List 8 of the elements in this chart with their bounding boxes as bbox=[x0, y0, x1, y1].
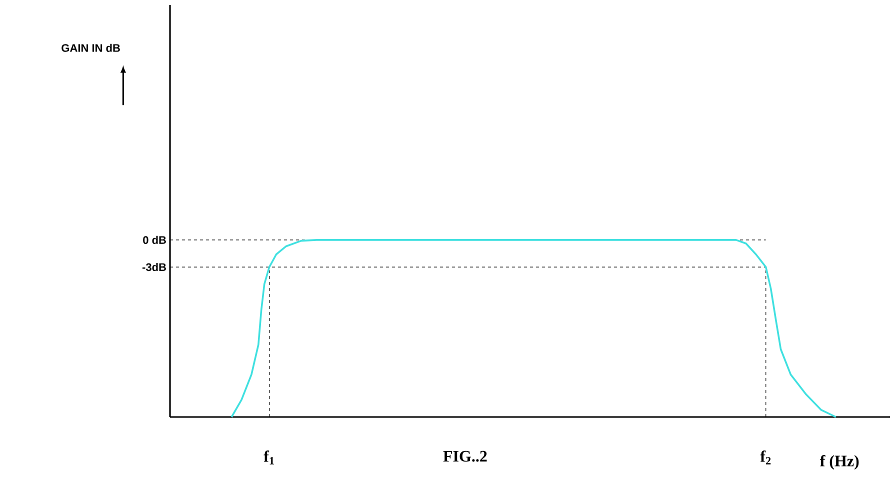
x-tick-label: f$_{1}$ bbox=[264, 450, 274, 464]
y-tick-label: -3dB bbox=[142, 262, 166, 272]
x-axis-title: f (Hz) bbox=[820, 454, 859, 470]
line-series bbox=[230, 239, 837, 418]
text: FIG..2 bbox=[443, 450, 487, 462]
x-tick-label: f$_{2}$ bbox=[760, 450, 771, 464]
y-axis-title: GAIN IN dB bbox=[62, 44, 120, 52]
y-tick-label: 0 dB bbox=[143, 236, 166, 244]
